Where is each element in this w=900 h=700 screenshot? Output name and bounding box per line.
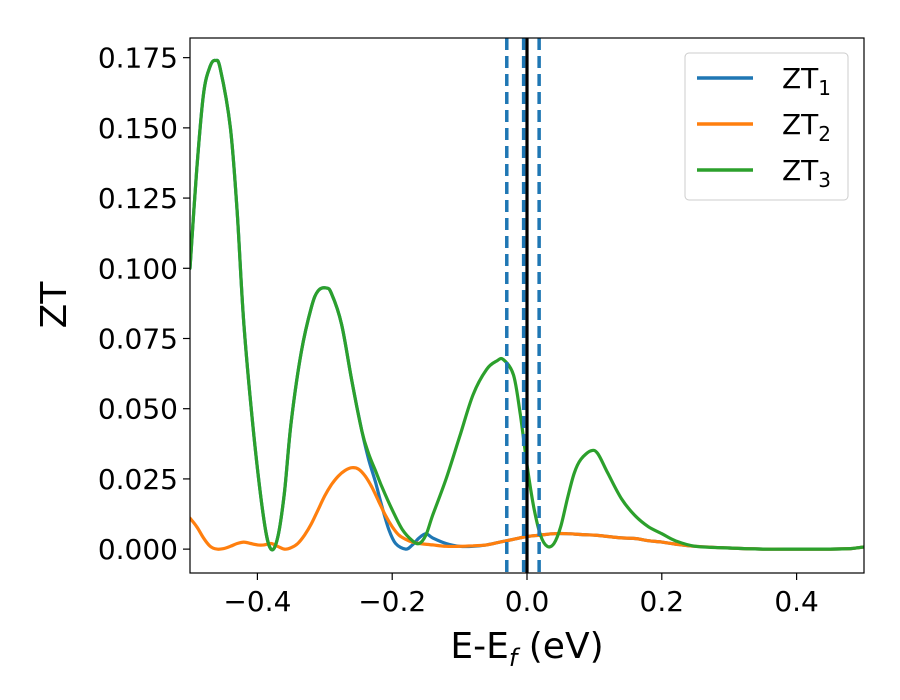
x-axis: −0.4 −0.2 0.0 0.2 0.4: [223, 573, 819, 618]
y-tick-label: 0.050: [98, 393, 178, 426]
legend-box: [684, 52, 849, 201]
y-axis: 0.000 0.025 0.050 0.075 0.100 0.125 0.150 0.175: [98, 42, 190, 566]
x-tick-label: 0.4: [774, 585, 819, 618]
legend: ZT1 ZT2 ZT3: [684, 52, 849, 201]
y-tick-label: 0.125: [98, 182, 178, 215]
x-axis-title: E-Ef (eV): [450, 626, 603, 672]
x-tick-label: −0.2: [358, 585, 426, 618]
y-tick-label: 0.150: [98, 112, 178, 145]
y-tick-label: 0.075: [98, 322, 178, 355]
y-tick-label: 0.175: [98, 42, 178, 75]
y-tick-label: 0.100: [98, 252, 178, 285]
legend-label-2: ZT2: [782, 108, 831, 146]
x-tick-label: 0.2: [640, 585, 685, 618]
x-tick-label: 0.0: [505, 585, 550, 618]
y-tick-label: 0.000: [98, 533, 178, 566]
series-layer: [190, 58, 864, 552]
vertical-lines: [505, 38, 541, 573]
y-tick-label: 0.025: [98, 463, 178, 496]
y-axis-title: ZT: [34, 281, 75, 329]
legend-label-1: ZT1: [782, 62, 831, 100]
series-line-2: [190, 466, 864, 551]
series-line-3: [190, 58, 864, 552]
x-tick-label: −0.4: [223, 585, 291, 618]
legend-label-3: ZT3: [782, 154, 831, 192]
